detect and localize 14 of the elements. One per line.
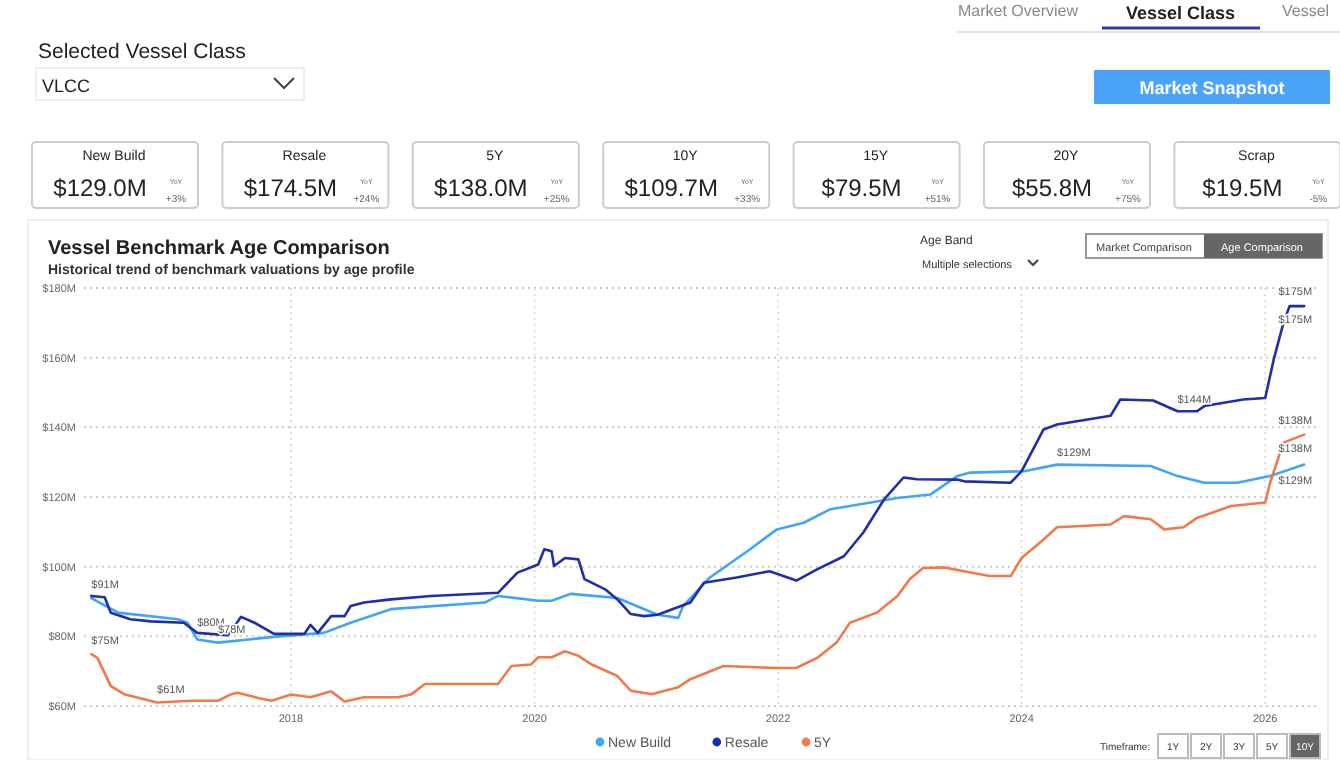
text: $55.8M <box>1011 174 1093 202</box>
text: VLCC <box>42 76 92 96</box>
text: Market Snapshot <box>1139 78 1285 98</box>
text: $129.0M <box>53 174 147 202</box>
text: $109.7M <box>624 174 718 202</box>
text: Selected Vessel Class <box>38 40 246 64</box>
text: $138.0M <box>434 174 528 202</box>
chart-title: Vessel Benchmark Age Comparison <box>48 238 390 260</box>
text: Market Overview <box>958 2 1079 20</box>
text: Vessel <box>1282 2 1330 20</box>
text: Vessel Class <box>1126 3 1236 23</box>
text: $174.5M <box>243 174 338 202</box>
text: $19.5M <box>1202 174 1283 202</box>
text: $79.5M <box>821 174 902 202</box>
